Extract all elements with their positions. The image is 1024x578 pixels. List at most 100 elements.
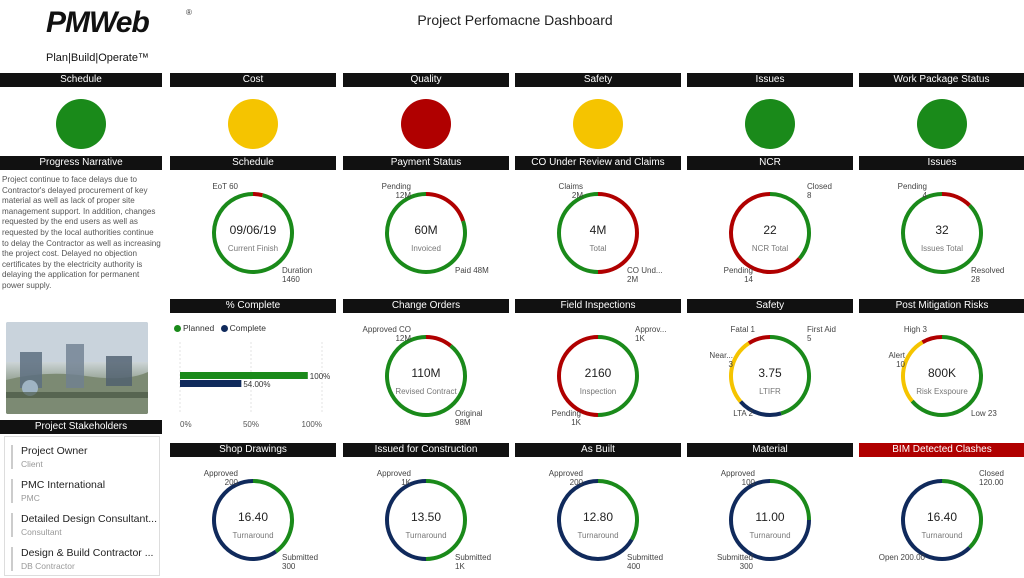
donut-segment [425, 192, 465, 222]
donut-segment [921, 335, 943, 345]
donut-subtitle: Turnaround [749, 531, 790, 540]
donut-subtitle: LTIFR [759, 387, 781, 396]
donut-value: 16.40 [238, 510, 268, 524]
donut-value: 11.00 [755, 510, 784, 524]
donut-value: 13.50 [411, 510, 441, 524]
donut-segment [941, 192, 971, 207]
card-header-shop: Shop Drawings [170, 443, 336, 457]
donut-callout-label: Submitted 300 [282, 553, 319, 571]
card-header-material: Material [687, 443, 853, 457]
donut-callout-label: Pending 1K [551, 409, 581, 427]
donut-chart-co: 4M Total [557, 192, 639, 274]
donut-segment [212, 479, 278, 561]
stakeholder-role: DB Contractor [21, 561, 75, 571]
card-header-changeorders: Change Orders [343, 299, 509, 313]
donut-callout-label: EoT 60 [212, 182, 238, 191]
site-photo [6, 322, 148, 414]
status-indicator-red [401, 99, 451, 149]
stakeholders-header: Project Stakeholders [0, 420, 162, 434]
stakeholder-name: PMC International [21, 479, 106, 491]
donut-callout-label: First Aid 5 [807, 325, 836, 343]
card-header-safety: Safety [687, 299, 853, 313]
stakeholder-item[interactable]: PMC International PMC [11, 479, 157, 503]
donut-subtitle: Turnaround [232, 531, 273, 540]
donut-value: 32 [935, 223, 949, 237]
donut-subtitle: Current Finish [228, 244, 278, 253]
donut-chart-issues: 32 Issues Total [901, 192, 983, 274]
narrative-header: Progress Narrative [0, 156, 162, 170]
donut-callout-label: Duration 1460 [282, 266, 313, 284]
donut-subtitle: Inspection [580, 387, 616, 396]
donut-segment [769, 479, 811, 521]
donut-callout-label: Claims 2M [558, 182, 583, 200]
bar-value-label: 100% [310, 372, 330, 381]
bar-value-label: 54.00% [243, 380, 270, 389]
stakeholder-item[interactable]: Project Owner Client [11, 445, 157, 469]
donut-segment [597, 479, 639, 541]
status-header-quality: Quality [343, 73, 509, 87]
stakeholder-name: Detailed Design Consultant... [21, 513, 157, 525]
donut-chart-asbuilt: 12.80 Turnaround [557, 479, 639, 561]
donut-callout-label: Submitted 300 [716, 553, 753, 571]
donut-chart-changeorders: 110M Revised Contract [385, 335, 467, 417]
status-indicator-green [56, 99, 106, 149]
card-header-asbuilt: As Built [515, 443, 681, 457]
donut-segment [252, 479, 294, 554]
pmweb-logo: PMWeb [46, 6, 150, 39]
donut-callout-label: Pending 14 [723, 266, 753, 284]
status-indicator-green [745, 99, 795, 149]
donut-callout-label: Pending 12M [381, 182, 411, 200]
x-tick-label: 100% [302, 420, 322, 429]
donut-segment [557, 335, 599, 417]
donut-callout-label: Alert 10 [888, 351, 905, 369]
donut-value: 12.80 [583, 510, 613, 524]
stakeholder-name: Design & Build Contractor ... [21, 547, 154, 559]
donut-chart-ncr: 22 NCR Total [729, 192, 811, 274]
donut-subtitle: Total [590, 244, 607, 253]
donut-segment [747, 335, 771, 345]
donut-callout-label: Submitted 1K [455, 553, 492, 571]
legend-complete: Complete [229, 323, 266, 333]
donut-segment [425, 335, 452, 348]
card-header-payment: Payment Status [343, 156, 509, 170]
donut-chart-payment: 60M Invoiced [385, 192, 467, 274]
donut-value: 110M [411, 366, 440, 380]
donut-chart-schedule: 09/06/19 Current Finish [212, 192, 294, 274]
stakeholder-role: Client [21, 459, 43, 469]
donut-segment [769, 192, 811, 260]
donut-segment [557, 192, 599, 274]
donut-segment [425, 479, 467, 561]
donut-segment [597, 335, 639, 417]
bar-complete [180, 380, 242, 387]
donut-callout-label: Low 23 [971, 409, 997, 418]
card-header-bim: BIM Detected Clashes [859, 443, 1024, 457]
donut-value: 60M [414, 223, 437, 237]
status-indicator-amber [228, 99, 278, 149]
donut-callout-label: Resolved 28 [971, 266, 1005, 284]
donut-subtitle: Revised Contract [395, 387, 457, 396]
donut-callout-label: Pending 4 [897, 182, 927, 200]
status-indicator-amber [573, 99, 623, 149]
donut-callout-label: Closed 8 [807, 182, 832, 200]
stakeholder-item[interactable]: Detailed Design Consultant... Consultant [11, 513, 157, 537]
percent-complete-chart: 0% 50% 100% 100% 54.00% [179, 342, 330, 429]
x-tick-label: 50% [243, 420, 259, 429]
donut-segment [557, 479, 634, 561]
donut-chart-ifc: 13.50 Turnaround [385, 479, 467, 561]
card-header-co: CO Under Review and Claims [515, 156, 681, 170]
donut-subtitle: Risk Exspoure [916, 387, 968, 396]
donut-segment [901, 340, 924, 403]
stakeholder-role: Consultant [21, 527, 62, 537]
donut-callout-label: Original 98M [455, 409, 483, 427]
progress-narrative-text: Project continue to face delays due to C… [2, 175, 161, 290]
legend-dot-icon [174, 325, 181, 332]
donut-subtitle: Invoiced [411, 244, 441, 253]
legend-planned: Planned [183, 323, 215, 333]
stakeholder-item[interactable]: Design & Build Contractor ... DB Contrac… [11, 547, 157, 571]
donut-segment [739, 400, 782, 417]
donut-callout-label: CO Und... 2M [627, 266, 663, 284]
logo-registered-mark: ® [186, 8, 192, 17]
percent-complete-header: % Complete [170, 299, 336, 313]
donut-callout-label: Open 200.00 [878, 553, 925, 562]
donut-segment [769, 335, 811, 416]
